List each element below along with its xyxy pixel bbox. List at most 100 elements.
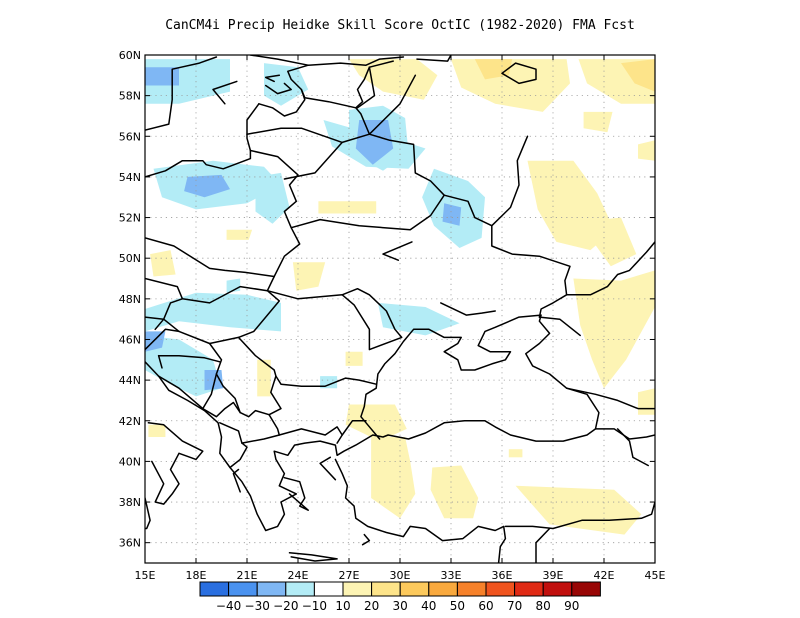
x-tick-label: 18E	[186, 569, 207, 582]
coastline	[264, 74, 281, 83]
colorbar-swatch	[399, 581, 430, 597]
colorbar-swatch	[485, 581, 516, 597]
y-tick-label: 52N	[119, 212, 141, 225]
country-border	[491, 135, 529, 227]
skill-score-region	[145, 67, 179, 86]
country-border	[443, 194, 571, 318]
country-border	[202, 401, 270, 418]
x-tick-label: 15E	[135, 569, 156, 582]
skill-score-region	[148, 424, 166, 437]
coastline	[501, 62, 537, 85]
country-border	[157, 354, 163, 369]
country-border	[219, 422, 248, 469]
country-border	[157, 354, 221, 363]
colorbar-label: 70	[507, 599, 522, 613]
skill-score-region	[204, 370, 224, 391]
coastline	[249, 55, 405, 66]
coastline	[334, 458, 507, 563]
coastline	[145, 497, 151, 530]
skill-score-region	[345, 351, 363, 366]
y-tick-label: 44N	[119, 374, 141, 387]
colorbar-label: 30	[393, 599, 408, 613]
colorbar-label: 10	[335, 599, 350, 613]
country-border	[341, 420, 367, 436]
colorbar-swatch	[313, 581, 344, 597]
country-border	[145, 328, 180, 351]
coastline	[361, 533, 371, 546]
colorbar-swatch	[228, 581, 258, 597]
y-axis-ticks: 36N 38N 40N 42N 44N 46N 48N 50N 52N 54N 56N 58N 60N	[119, 49, 655, 550]
skill-score-region	[573, 270, 655, 389]
colorbar: −40 −30 −20 −10 10 20 30 40 50 60 70 80 90	[199, 581, 601, 613]
skill-score-region	[355, 120, 394, 165]
country-border	[594, 428, 655, 440]
colorbar-swatch	[571, 581, 601, 597]
country-border	[368, 60, 394, 68]
x-tick-label: 36E	[492, 569, 513, 582]
colorbar-label: −30	[245, 599, 270, 613]
skill-score-region	[508, 449, 523, 458]
country-border	[565, 387, 655, 410]
x-axis-ticks: 15E 18E 21E 24E 27E 30E 33E 36E 39E 42E 45E	[135, 55, 666, 582]
coastline	[232, 468, 241, 493]
y-tick-label: 36N	[119, 537, 141, 550]
colorbar-swatch	[514, 581, 544, 597]
x-tick-label: 33E	[441, 569, 462, 582]
y-tick-label: 50N	[119, 252, 141, 265]
country-border	[504, 501, 655, 530]
x-tick-label: 39E	[543, 569, 564, 582]
skill-score-region	[451, 59, 570, 112]
country-border	[145, 237, 275, 278]
country-border	[535, 527, 551, 563]
skill-score-region	[320, 376, 338, 389]
skill-score-region	[318, 201, 377, 214]
y-tick-label: 42N	[119, 415, 141, 428]
skill-score-region	[255, 172, 290, 224]
country-border	[356, 66, 376, 109]
skill-score-region	[578, 217, 637, 267]
skill-score-region	[145, 292, 281, 332]
coastline	[264, 82, 292, 95]
colorbar-swatch	[456, 581, 487, 597]
coastline	[147, 422, 204, 505]
y-tick-label: 40N	[119, 455, 141, 468]
country-border	[565, 241, 655, 296]
coastline	[283, 476, 309, 511]
skill-score-region	[442, 203, 462, 226]
coastline	[416, 55, 452, 62]
country-border	[208, 342, 241, 414]
colorbar-swatch	[342, 581, 373, 597]
skill-score-region	[345, 404, 407, 442]
skill-score-region	[638, 140, 655, 161]
x-tick-label: 27E	[339, 569, 360, 582]
country-border	[283, 141, 343, 180]
colorbar-label: −40	[216, 599, 241, 613]
x-tick-label: 21E	[237, 569, 258, 582]
chart-title: CanCM4i Precip Heidke Skill Score OctIC …	[165, 18, 635, 33]
coastline	[212, 80, 238, 105]
country-border	[246, 127, 371, 144]
skill-score-region	[349, 59, 438, 100]
x-tick-label: 30E	[390, 569, 411, 582]
colorbar-swatch	[371, 581, 401, 597]
colorbar-swatch	[199, 581, 230, 597]
skill-score-region	[621, 59, 655, 92]
skill-score-region	[430, 465, 479, 519]
colorbar-swatch	[285, 581, 315, 597]
y-tick-label: 48N	[119, 293, 141, 306]
y-tick-label: 58N	[119, 90, 141, 103]
colorbar-label: −20	[273, 599, 298, 613]
colorbar-label: 20	[364, 599, 379, 613]
country-border	[237, 336, 377, 387]
country-border	[278, 426, 343, 444]
coastline	[287, 64, 371, 109]
skill-score-region	[150, 250, 176, 277]
country-border	[268, 375, 282, 416]
y-tick-label: 54N	[119, 171, 141, 184]
skill-score-region	[377, 302, 460, 336]
skill-score-region	[145, 331, 166, 352]
country-border	[616, 428, 649, 467]
skill-score-region	[638, 388, 655, 415]
colorbar-label: 90	[564, 599, 579, 613]
